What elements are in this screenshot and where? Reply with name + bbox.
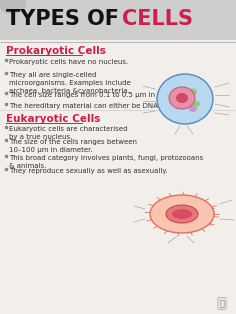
Text: The hereditary material can either be DNA or RNA.: The hereditary material can either be DN…: [9, 103, 186, 109]
Ellipse shape: [174, 103, 181, 109]
Ellipse shape: [0, 0, 26, 14]
Ellipse shape: [174, 89, 182, 95]
Ellipse shape: [189, 106, 197, 112]
Ellipse shape: [150, 195, 214, 233]
Ellipse shape: [172, 209, 192, 219]
Text: They reproduce sexually as well as asexually.: They reproduce sexually as well as asexu…: [9, 168, 168, 174]
Text: Prokaryotic cells have no nucleus.: Prokaryotic cells have no nucleus.: [9, 59, 128, 65]
Text: Eukaryotic Cells: Eukaryotic Cells: [6, 114, 100, 124]
Ellipse shape: [157, 74, 213, 124]
Text: CELLS: CELLS: [122, 9, 193, 29]
Text: The size of the cells ranges between
10–100 μm in diameter.: The size of the cells ranges between 10–…: [9, 139, 137, 153]
Text: Prokaryotic Cells: Prokaryotic Cells: [6, 46, 106, 56]
Text: They all are single-celled
microorganisms. Examples include
archaea, bacteria &c: They all are single-celled microorganism…: [9, 72, 131, 94]
Ellipse shape: [176, 93, 188, 103]
Text: Eukaryotic cells are characterised
by a true nucleus.: Eukaryotic cells are characterised by a …: [9, 126, 127, 140]
Ellipse shape: [192, 101, 200, 107]
Text: The cell size ranges from 0.1 to 0.5 μm in diameter.: The cell size ranges from 0.1 to 0.5 μm …: [9, 92, 190, 98]
Ellipse shape: [169, 87, 195, 109]
Text: ⓐ: ⓐ: [219, 299, 224, 308]
Text: TYPES OF: TYPES OF: [6, 9, 126, 29]
FancyBboxPatch shape: [0, 0, 236, 40]
Text: This broad category involves plants, fungi, protozooans
& animals.: This broad category involves plants, fun…: [9, 155, 203, 169]
Ellipse shape: [187, 89, 197, 95]
Ellipse shape: [166, 205, 198, 223]
